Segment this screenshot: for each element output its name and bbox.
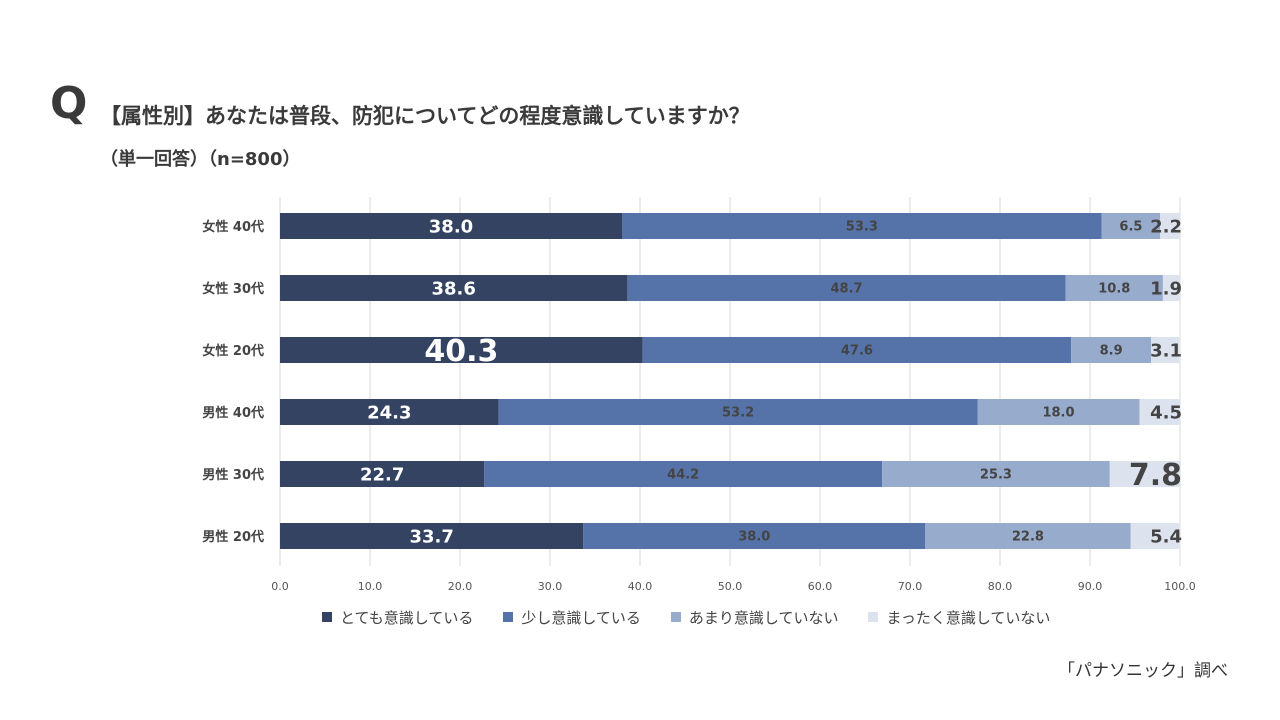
x-tick-label: 70.0 — [898, 580, 923, 593]
legend-item-3: あまり意識していない — [670, 607, 839, 628]
question-mark: Q — [50, 78, 88, 129]
bar-segment — [498, 399, 978, 425]
bar-segment — [1130, 523, 1180, 549]
legend: とても意識している 少し意識している あまり意識していない まったく意識していな… — [322, 606, 1080, 628]
data-label: 25.3 — [980, 468, 1012, 483]
bar-segment — [622, 213, 1102, 239]
data-label: 44.2 — [667, 468, 699, 483]
data-label: 40.3 — [424, 334, 498, 369]
data-label: 33.7 — [409, 526, 453, 547]
data-label: 7.8 — [1129, 458, 1182, 493]
x-tick-label: 0.0 — [271, 580, 289, 593]
bar-segment — [977, 399, 1140, 425]
bar-segment — [280, 399, 499, 425]
chart-title: 【属性別】あなたは普段、防犯についてどの程度意識していますか？ — [100, 104, 750, 128]
data-label: 1.9 — [1150, 278, 1182, 299]
data-label: 18.0 — [1042, 406, 1074, 421]
x-tick-label: 50.0 — [718, 580, 743, 593]
bar-segment — [1109, 461, 1180, 487]
x-tick-label: 30.0 — [538, 580, 563, 593]
x-tick-label: 20.0 — [448, 580, 473, 593]
legend-swatch-2 — [503, 612, 514, 622]
bar-segment — [1065, 275, 1163, 301]
data-label: 53.2 — [722, 406, 754, 421]
x-tick-label: 40.0 — [628, 580, 653, 593]
data-label: 22.7 — [360, 464, 404, 485]
data-label: 10.8 — [1098, 282, 1130, 297]
data-label: 47.6 — [841, 344, 873, 359]
x-tick-label: 80.0 — [988, 580, 1013, 593]
data-label: 5.4 — [1150, 526, 1182, 547]
legend-label-1: とても意識している — [340, 608, 474, 627]
bar-segment — [280, 337, 643, 363]
legend-label-2: 少し意識している — [521, 608, 641, 627]
category-label: 女性 30代 — [202, 281, 264, 297]
legend-swatch-1 — [322, 612, 332, 622]
data-label: 3.1 — [1150, 340, 1182, 361]
legend-item-4: まったく意識していない — [868, 607, 1050, 628]
legend-label-3: あまり意識していない — [688, 608, 839, 627]
data-label: 8.9 — [1100, 344, 1123, 359]
data-label: 24.3 — [367, 402, 411, 423]
legend-swatch-4 — [868, 612, 879, 622]
bar-segment — [1139, 399, 1180, 425]
bar-segment — [280, 275, 628, 301]
category-label: 男性 40代 — [202, 405, 264, 421]
legend-swatch-3 — [670, 612, 681, 622]
bar-segment — [882, 461, 1110, 487]
bar-segment — [583, 523, 926, 549]
data-label: 38.0 — [738, 530, 770, 545]
category-label: 男性 30代 — [202, 467, 264, 483]
category-label: 女性 20代 — [202, 343, 264, 359]
category-label: 男性 20代 — [202, 529, 264, 545]
data-label: 48.7 — [831, 282, 863, 297]
legend-item-2: 少し意識している — [503, 607, 641, 628]
bar-segment — [280, 213, 622, 239]
bar-segment — [484, 461, 883, 487]
bar-segment — [280, 461, 485, 487]
data-label: 6.5 — [1119, 220, 1142, 235]
bar-segment — [1071, 337, 1152, 363]
source-note: 「パナソニック」調べ — [1058, 661, 1228, 681]
data-label: 2.2 — [1150, 216, 1182, 237]
bar-segment — [1101, 213, 1161, 239]
data-label: 22.8 — [1012, 530, 1044, 545]
bar-segment — [280, 523, 584, 549]
bar-segment — [925, 523, 1131, 549]
x-tick-label: 60.0 — [808, 580, 833, 593]
legend-item-1: とても意識している — [322, 607, 473, 628]
x-tick-label: 10.0 — [358, 580, 383, 593]
data-label: 53.3 — [846, 220, 878, 235]
x-tick-label: 100.0 — [1164, 580, 1196, 593]
bar-segment — [642, 337, 1072, 363]
data-label: 4.5 — [1150, 402, 1182, 423]
chart-subtitle: （単一回答）（n=800） — [100, 149, 301, 170]
x-tick-label: 90.0 — [1078, 580, 1103, 593]
category-label: 女性 40代 — [202, 219, 264, 235]
legend-label-4: まったく意識していない — [886, 608, 1051, 627]
data-label: 38.6 — [431, 278, 475, 299]
bar-segment — [1160, 213, 1180, 239]
bar-segment — [627, 275, 1066, 301]
bar-segment — [1151, 337, 1180, 363]
bar-segment — [1162, 275, 1180, 301]
data-label: 38.0 — [429, 216, 473, 237]
